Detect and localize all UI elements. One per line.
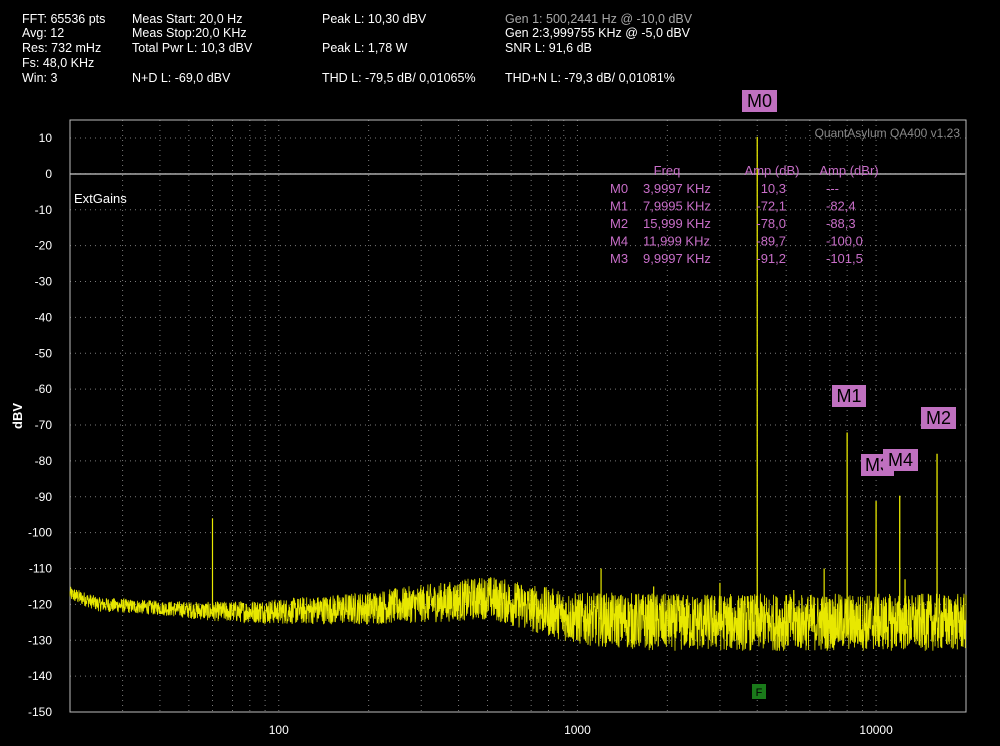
y-axis-title: dBV	[10, 403, 25, 429]
marker-row-amp: 10,3	[761, 181, 786, 196]
y-tick-label: 10	[39, 131, 53, 145]
marker-id: M4	[888, 450, 913, 470]
marker-table-header: Amp (dBr)	[819, 163, 878, 178]
fft-points: FFT: 65536 pts	[22, 12, 106, 26]
sample-rate: Fs: 48,0 KHz	[22, 56, 95, 70]
generator-2: Gen 2:3,999755 KHz @ -5,0 dBV	[505, 26, 691, 40]
marker-m0-label[interactable]: M0	[742, 90, 777, 112]
x-tick-label: 100	[269, 723, 289, 737]
marker-table: Freq Amp (dB) Amp (dBr) M0 3,9997 KHz 10,3 ---…	[610, 163, 879, 266]
marker-m4-label[interactable]: M4	[883, 449, 918, 471]
y-tick-label: 0	[45, 167, 52, 181]
marker-row-amp: -89,7	[756, 234, 786, 249]
marker-row-freq: 15,999 KHz	[643, 216, 711, 231]
marker-table-row: M3 9,9997 KHz -91,2 -101,5	[610, 251, 863, 266]
marker-table-header: Amp (dB)	[745, 163, 800, 178]
y-tick-label: -110	[29, 562, 52, 576]
harmonic-peaks	[756, 136, 938, 623]
marker-row-id: M3	[610, 251, 628, 266]
marker-row-id: M2	[610, 216, 628, 231]
marker-row-ampr: -82,4	[826, 199, 856, 214]
plot-frame	[69, 119, 967, 713]
averages: Avg: 12	[22, 26, 65, 40]
y-tick-label: -130	[28, 633, 52, 647]
generator-1: Gen 1: 500,2441 Hz @ -10,0 dBV	[505, 12, 693, 26]
thd-n: THD+N L: -79,3 dB/ 0,01081%	[505, 71, 675, 85]
y-tick-label: -20	[35, 239, 53, 253]
y-tick-label: -100	[28, 526, 52, 540]
marker-row-id: M1	[610, 199, 628, 214]
marker-row-freq: 7,9995 KHz	[643, 199, 711, 214]
x-axis: 100 1000 10000	[269, 723, 893, 737]
marker-row-ampr: -88,3	[826, 216, 856, 231]
snr: SNR L: 91,6 dB	[505, 41, 592, 55]
y-tick-label: -60	[35, 382, 53, 396]
marker-table-row: M2 15,999 KHz -78,0 -88,3	[610, 216, 856, 231]
x-tick-label: 1000	[564, 723, 591, 737]
y-tick-label: -10	[35, 203, 53, 217]
peak-watts: Peak L: 1,78 W	[322, 41, 408, 55]
y-tick-label: -150	[28, 705, 52, 719]
meas-stop: Meas Stop:20,0 KHz	[132, 26, 247, 40]
marker-table-row: M1 7,9995 KHz -72,1 -82,4	[610, 199, 856, 214]
y-tick-label: -30	[35, 275, 53, 289]
marker-row-ampr: -101,5	[826, 251, 863, 266]
marker-row-id: M4	[610, 234, 628, 249]
y-axis: 10 0 -10 -20 -30 -40 -50 -60 -70 -80 -90 -100 -110 -1…	[28, 131, 52, 719]
resolution: Res: 732 mHz	[22, 41, 102, 55]
x-tick-label: 10000	[859, 723, 893, 737]
marker-row-ampr: -100,0	[826, 234, 863, 249]
noise-floor-trace	[69, 577, 967, 651]
f-marker-label: F	[756, 687, 763, 699]
marker-row-amp: -72,1	[756, 199, 786, 214]
marker-table-header: Freq	[654, 163, 681, 178]
y-tick-label: -70	[35, 418, 53, 432]
marker-id: M1	[836, 386, 861, 406]
marker-table-row: M0 3,9997 KHz 10,3 ---	[610, 181, 839, 196]
y-tick-label: -90	[35, 490, 53, 504]
marker-m2-label[interactable]: M2	[921, 407, 956, 429]
total-power: Total Pwr L: 10,3 dBV	[132, 41, 253, 55]
marker-row-id: M0	[610, 181, 628, 196]
marker-row-freq: 11,999 KHz	[643, 234, 710, 249]
marker-id: M0	[747, 91, 772, 111]
y-tick-label: -80	[35, 454, 53, 468]
marker-m1-label[interactable]: M1	[832, 385, 866, 407]
meas-start: Meas Start: 20,0 Hz	[132, 12, 243, 26]
marker-id: M2	[926, 408, 951, 428]
marker-row-freq: 3,9997 KHz	[643, 181, 711, 196]
ext-gains-label: ExtGains	[74, 191, 127, 206]
marker-row-amp: -91,2	[756, 251, 786, 266]
y-tick-label: -50	[35, 346, 53, 360]
window-type: Win: 3	[22, 71, 58, 85]
marker-row-amp: -78,0	[756, 216, 786, 231]
marker-table-row: M4 11,999 KHz -89,7 -100,0	[610, 234, 863, 249]
marker-row-ampr: ---	[826, 181, 839, 196]
f-marker[interactable]: F	[752, 684, 766, 699]
spectrum-trace	[69, 518, 967, 651]
thd: THD L: -79,5 dB/ 0,01065%	[322, 71, 476, 85]
marker-row-freq: 9,9997 KHz	[643, 251, 711, 266]
y-tick-label: -40	[35, 310, 53, 324]
noise-distortion: N+D L: -69,0 dBV	[132, 71, 231, 85]
y-tick-label: -120	[28, 597, 52, 611]
y-tick-label: -140	[28, 669, 52, 683]
peak-dbv: Peak L: 10,30 dBV	[322, 12, 427, 26]
watermark: QuantAsylum QA400 v1.23	[815, 126, 961, 140]
